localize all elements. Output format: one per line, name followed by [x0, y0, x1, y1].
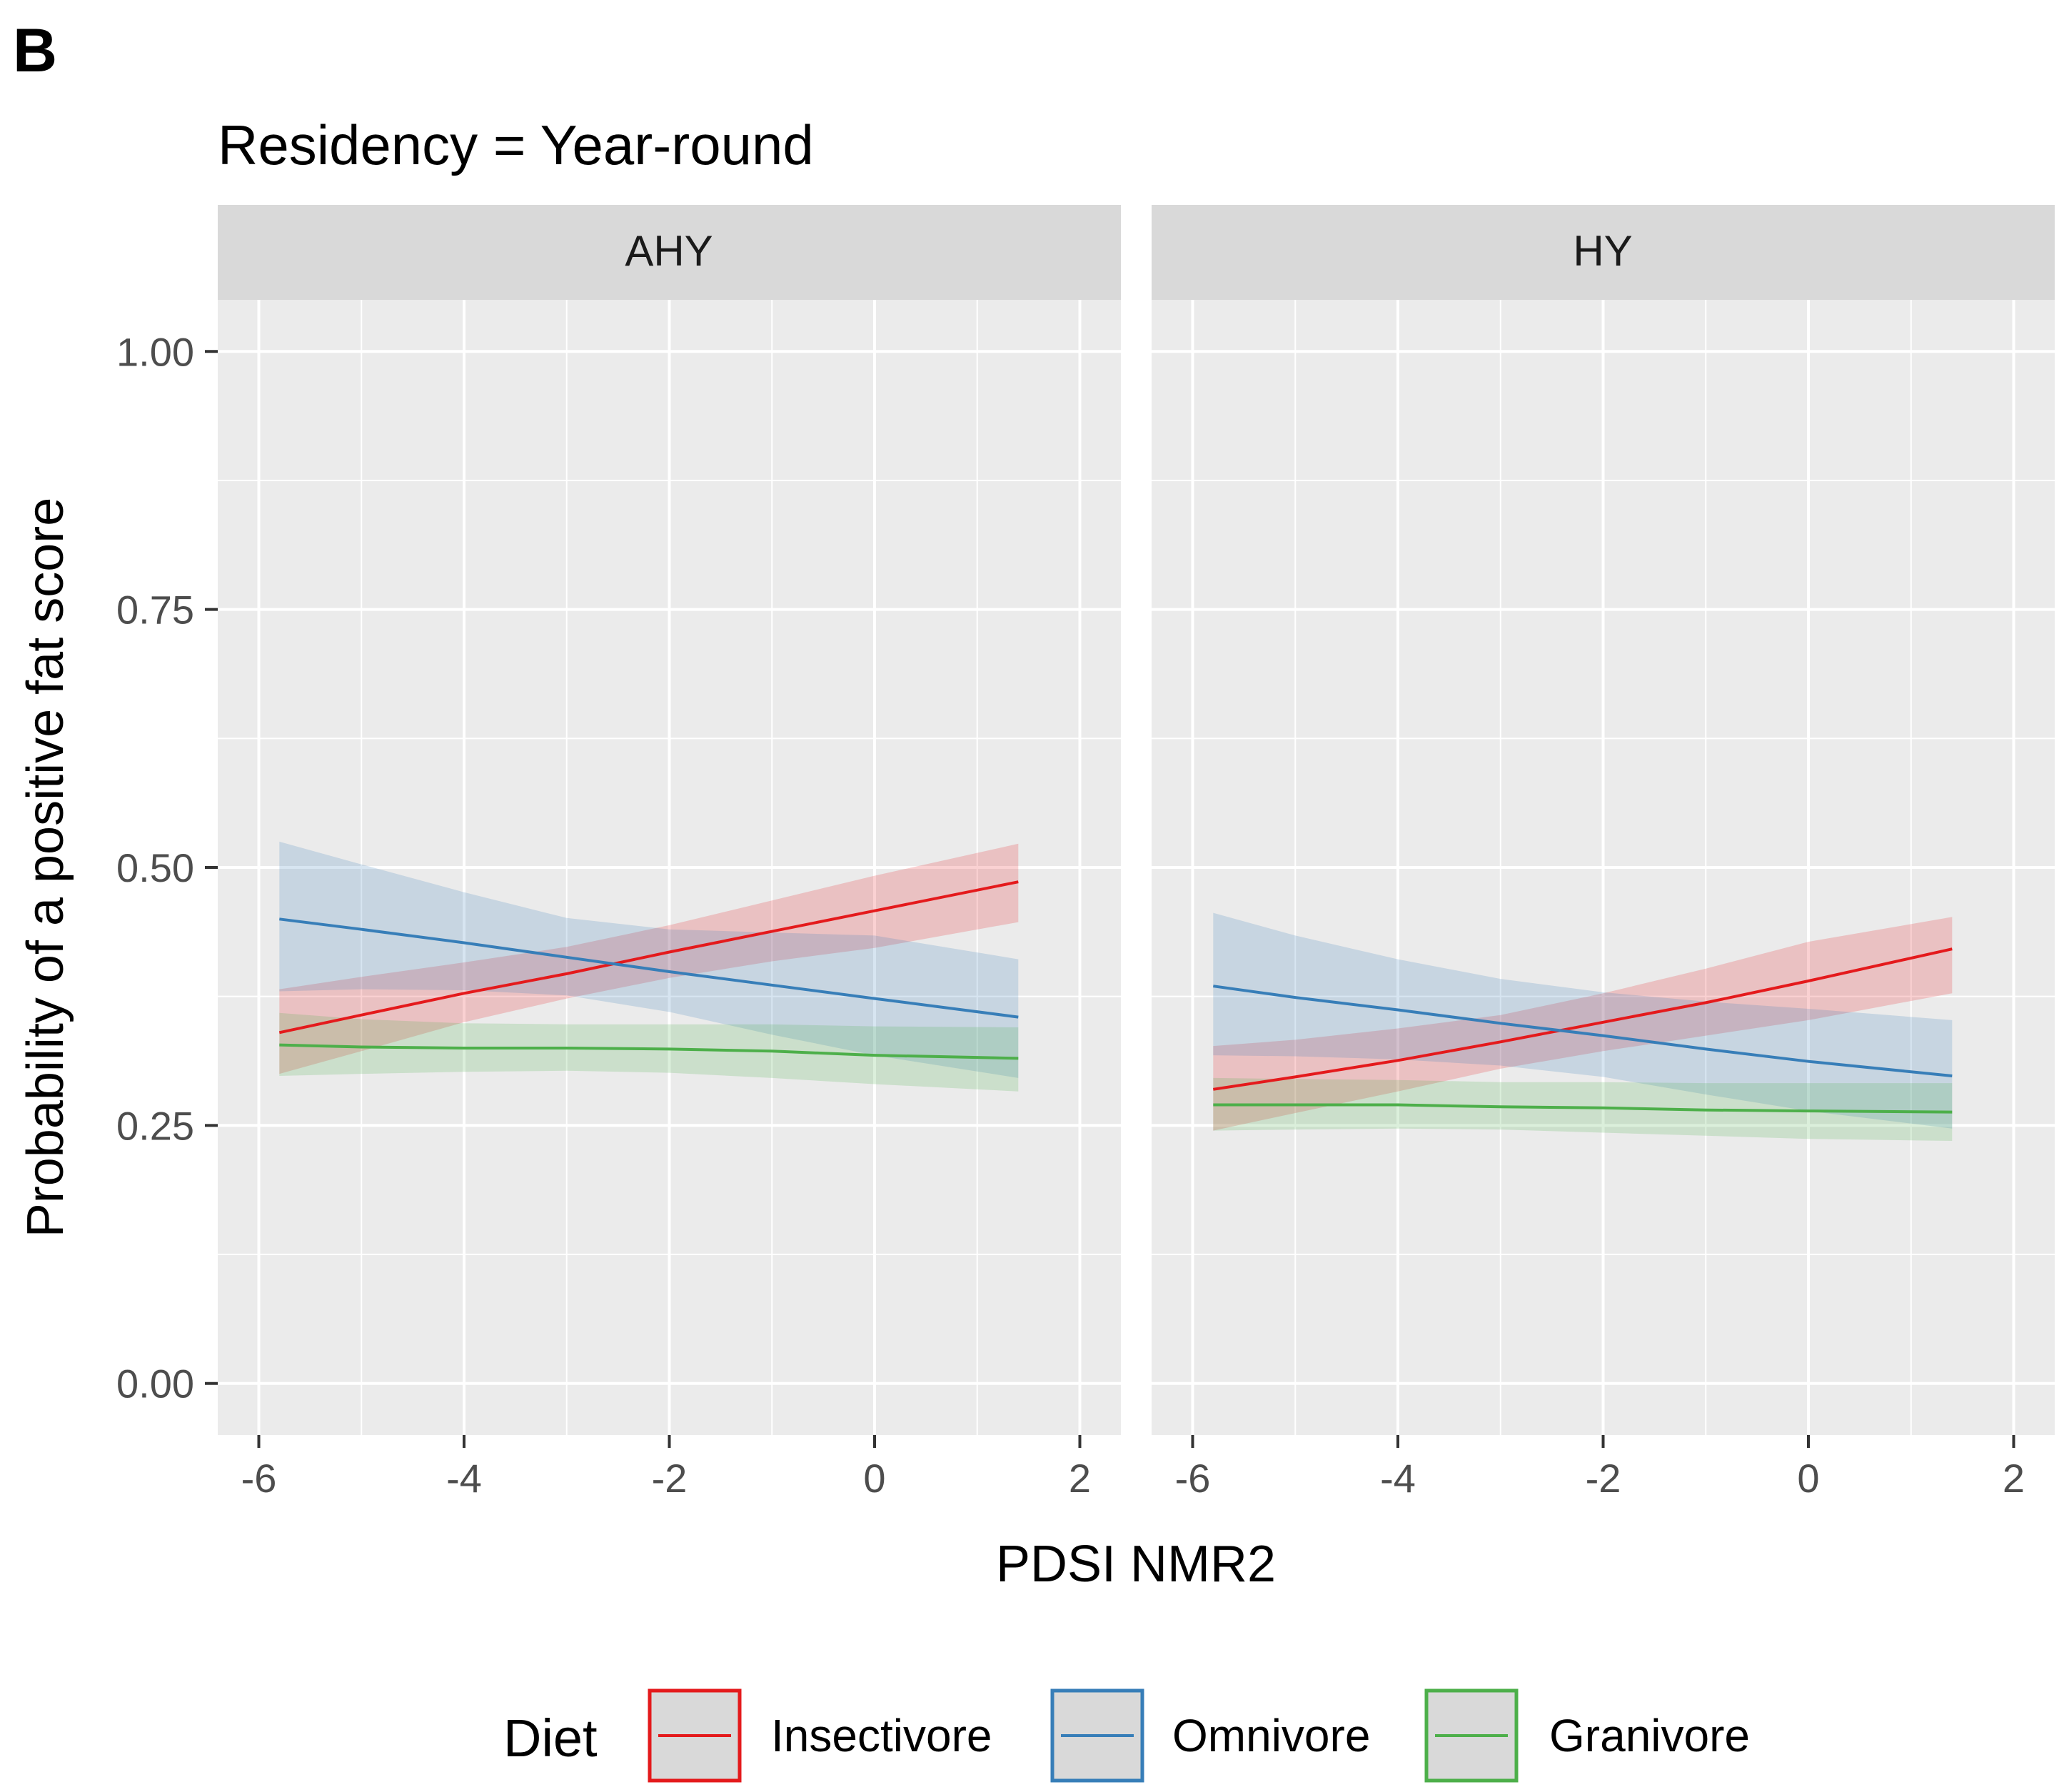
- chart-title: Residency = Year-round: [218, 114, 814, 176]
- x-tick-label-hy: -6: [1175, 1456, 1211, 1501]
- facet-ahy: AHY: [218, 205, 1121, 1435]
- x-axis-ahy: -6 -4 -2 0 2: [241, 1435, 1091, 1501]
- legend-label-omnivore: Omnivore: [1172, 1710, 1370, 1761]
- x-tick-label-ahy: -4: [446, 1456, 482, 1501]
- ribbon-insectivore-hy: [1213, 917, 1953, 1131]
- legend-title: Diet: [503, 1708, 598, 1768]
- legend-item-insectivore: Insectivore: [648, 1688, 992, 1783]
- line-insectivore-hy: [1213, 947, 1953, 1091]
- x-tick-label-hy: -2: [1586, 1456, 1621, 1501]
- x-tick-label-hy: 2: [2003, 1456, 2025, 1501]
- x-tick-label-ahy: -6: [241, 1456, 277, 1501]
- strip-ahy: [218, 205, 1121, 300]
- strip-label-ahy: AHY: [625, 227, 713, 275]
- strip-label-hy: HY: [1573, 227, 1632, 275]
- y-axis: 0.00 0.25 0.50 0.75 1.00: [116, 329, 218, 1406]
- lines-hy: [1213, 947, 1953, 1114]
- gridlines-hy: [1152, 300, 2055, 1435]
- ribbon-granivore-hy: [1213, 1077, 1953, 1141]
- facet-hy: HY: [1152, 205, 2055, 1435]
- y-tick-label: 1.00: [116, 329, 194, 374]
- legend-label-granivore: Granivore: [1549, 1710, 1750, 1761]
- line-omnivore-ahy: [279, 917, 1019, 1019]
- x-tick-label-ahy: 0: [863, 1456, 885, 1501]
- ribbons-hy: [1213, 912, 1953, 1141]
- ribbon-insectivore-ahy: [279, 843, 1019, 1074]
- x-tick-label-hy: 0: [1797, 1456, 1819, 1501]
- legend: Diet Insectivore Omnivore Granivore: [503, 1688, 1750, 1783]
- line-omnivore-hy: [1213, 985, 1953, 1077]
- panel-letter: B: [13, 16, 57, 85]
- ribbon-omnivore-ahy: [279, 841, 1019, 1078]
- line-granivore-ahy: [279, 1043, 1019, 1060]
- legend-item-omnivore: Omnivore: [1050, 1688, 1370, 1783]
- x-tick-label-ahy: 2: [1069, 1456, 1091, 1501]
- y-axis-title: Probability of a positive fat score: [17, 498, 74, 1238]
- x-axis-title: PDSI NMR2: [996, 1536, 1276, 1593]
- x-axis-hy: -6 -4 -2 0 2: [1175, 1435, 2025, 1501]
- strip-hy: [1152, 205, 2055, 300]
- ribbons-ahy: [279, 841, 1019, 1092]
- y-tick-label: 0.25: [116, 1103, 194, 1148]
- y-tick-label: 0.50: [116, 845, 194, 890]
- line-insectivore-ahy: [278, 880, 1019, 1035]
- y-tick-label: 0.00: [116, 1361, 194, 1406]
- y-tick-label: 0.75: [116, 588, 194, 633]
- x-tick-label-ahy: -2: [652, 1456, 688, 1501]
- lines-ahy: [278, 880, 1019, 1060]
- ribbon-omnivore-hy: [1213, 912, 1953, 1129]
- legend-item-granivore: Granivore: [1424, 1688, 1750, 1783]
- x-tick-label-hy: -4: [1380, 1456, 1416, 1501]
- line-granivore-hy: [1213, 1103, 1953, 1114]
- gridlines-ahy: [218, 300, 1121, 1435]
- ribbon-granivore-ahy: [279, 1012, 1019, 1092]
- legend-label-insectivore: Insectivore: [771, 1710, 992, 1761]
